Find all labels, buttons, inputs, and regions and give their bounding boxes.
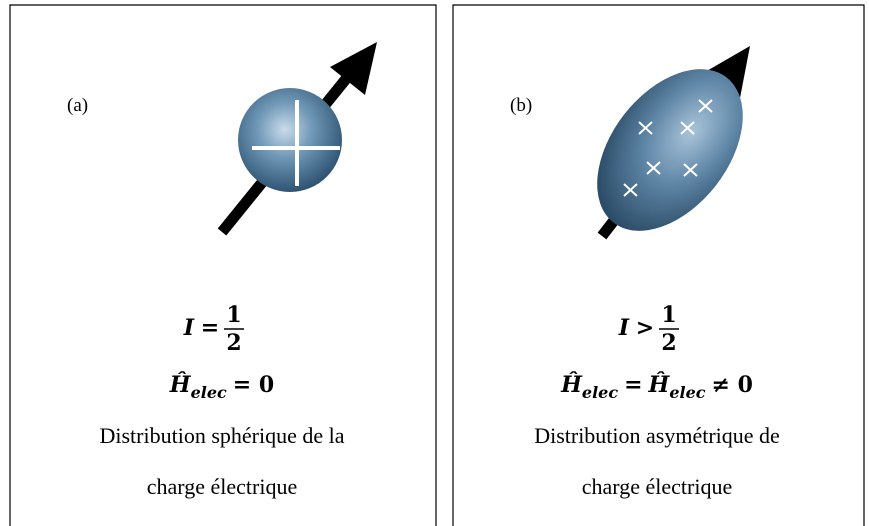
- energy-subscript: elec: [582, 383, 618, 402]
- eq-numerator: 1: [226, 302, 241, 328]
- panel-label: (a): [67, 95, 88, 116]
- sphere: [238, 88, 342, 192]
- energy-term: Ĥ: [560, 371, 583, 398]
- arrow-head: [705, 46, 750, 98]
- panel-frame: [9, 4, 437, 526]
- energy-term: ≠ 0: [712, 372, 753, 398]
- description-line: charge électrique: [147, 474, 297, 499]
- energy-subscript: elec: [191, 383, 227, 402]
- eq-op: >: [636, 315, 654, 341]
- panel-label: (b): [510, 95, 532, 116]
- eq-numerator: 1: [661, 302, 676, 328]
- energy-term: = 0: [233, 372, 274, 398]
- energy-equation: Ĥelec​= 0: [169, 371, 274, 402]
- arrow-head: [330, 42, 377, 95]
- energy-term: =: [624, 372, 642, 398]
- eq-lhs: I: [618, 315, 630, 341]
- panel-frame: [452, 4, 865, 526]
- energy-term: Ĥ: [169, 371, 192, 398]
- eq-denominator: 2: [226, 330, 241, 356]
- energy-subscript: elec: [669, 383, 705, 402]
- eq-op: =: [201, 315, 219, 341]
- ellipsoid: [597, 69, 743, 231]
- description-line: Distribution sphérique de la: [99, 423, 344, 448]
- description-line: Distribution asymétrique de: [534, 423, 780, 448]
- eq-denominator: 2: [661, 330, 676, 356]
- charge-marks: [623, 99, 713, 197]
- energy-equation: Ĥelec​=Ĥelec​≠ 0: [560, 371, 753, 402]
- description-line: charge électrique: [582, 474, 732, 499]
- eq-lhs: I: [183, 315, 195, 341]
- energy-term: Ĥ: [648, 371, 671, 398]
